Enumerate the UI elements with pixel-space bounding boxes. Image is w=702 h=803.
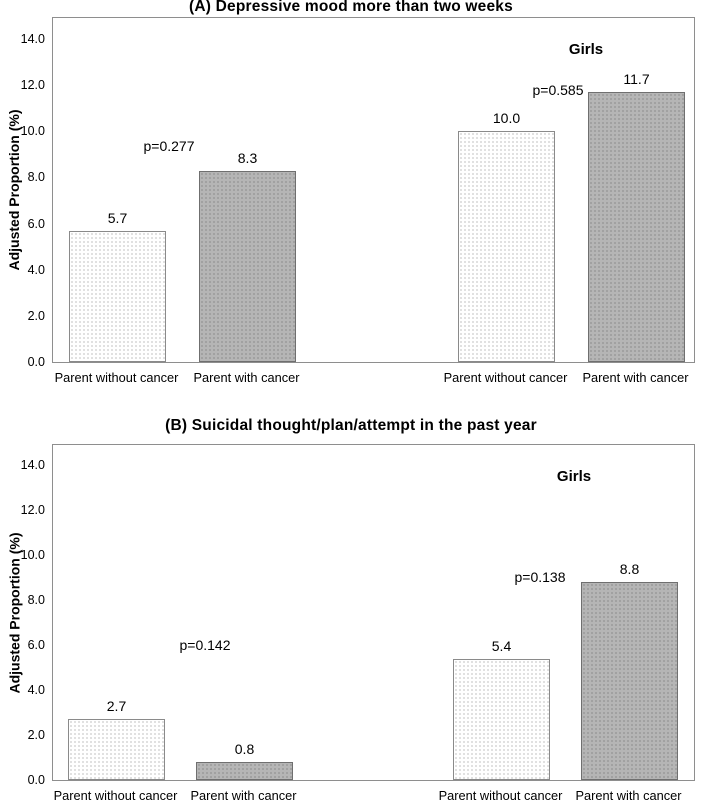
bar-dotted <box>68 719 165 780</box>
p-value-label: p=0.585 <box>532 82 584 98</box>
bar-gray <box>581 582 678 780</box>
group-label: Girls <box>556 468 592 485</box>
bar-value-label: 8.3 <box>237 149 258 166</box>
group-label: Girls <box>568 41 604 58</box>
panel-a-title: (A) Depressive mood more than two weeks <box>189 0 513 15</box>
x-category-label: Parent with cancer <box>582 370 689 385</box>
p-value-label: p=0.138 <box>514 569 566 585</box>
y-tick-label: 12.0 <box>20 503 45 518</box>
y-tick-label: 8.0 <box>27 593 45 608</box>
bar-value-label: 5.4 <box>491 637 512 654</box>
panel-b-plot-area: 2.7 0.8 5.4 8.8 p=0.142 p=0.138 Girls <box>52 444 695 781</box>
x-category-label: Parent without cancer <box>438 788 563 803</box>
y-tick-label: 14.0 <box>20 458 45 473</box>
bar-value-label: 0.8 <box>234 741 255 758</box>
p-value-label: p=0.277 <box>143 138 195 154</box>
y-tick-label: 0.0 <box>27 355 45 369</box>
y-tick-label: 12.0 <box>20 78 45 93</box>
x-category-label: Parent with cancer <box>193 370 300 385</box>
p-value-label: p=0.142 <box>179 637 231 653</box>
bar-dotted <box>69 230 166 362</box>
bar-value-label: 8.8 <box>619 561 640 578</box>
panel-b-suicidal-thought: (B) Suicidal thought/plan/attempt in the… <box>0 400 702 803</box>
bar-value-label: 11.7 <box>623 71 650 88</box>
x-category-label: Parent without cancer <box>53 788 178 803</box>
panel-b-title: (B) Suicidal thought/plan/attempt in the… <box>165 417 537 434</box>
y-tick-label: 4.0 <box>27 683 45 698</box>
bar-dotted <box>458 131 555 362</box>
bar-gray <box>196 762 293 780</box>
bar-dotted <box>453 658 550 780</box>
y-tick-label: 10.0 <box>20 124 45 139</box>
bar-value-label: 10.0 <box>492 110 521 127</box>
y-tick-label: 0.0 <box>27 773 45 787</box>
bar-gray <box>588 92 685 362</box>
y-tick-label: 10.0 <box>20 548 45 563</box>
y-tick-label: 2.0 <box>27 728 45 743</box>
panel-a-plot-area: 5.7 8.3 10.0 11.7 p=0.277 p=0.585 Girls <box>52 17 695 363</box>
bar-value-label: 2.7 <box>106 698 127 715</box>
y-tick-label: 4.0 <box>27 262 45 277</box>
y-tick-label: 8.0 <box>27 170 45 185</box>
panel-a-depressive-mood: (A) Depressive mood more than two weeks … <box>0 0 702 400</box>
x-category-label: Parent without cancer <box>54 370 179 385</box>
y-tick-label: 14.0 <box>20 32 45 47</box>
x-category-label: Parent with cancer <box>190 788 297 803</box>
bar-gray <box>199 170 296 362</box>
y-tick-label: 2.0 <box>27 308 45 323</box>
x-category-label: Parent with cancer <box>575 788 682 803</box>
x-category-label: Parent without cancer <box>443 370 568 385</box>
y-tick-label: 6.0 <box>27 216 45 231</box>
y-tick-label: 6.0 <box>27 638 45 653</box>
bar-value-label: 5.7 <box>107 209 128 226</box>
